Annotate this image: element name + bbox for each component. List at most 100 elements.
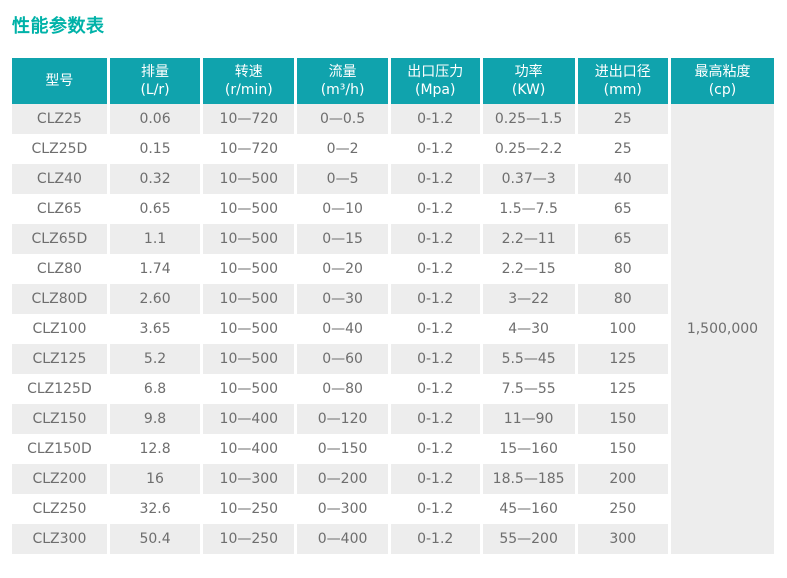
page-title: 性能参数表 — [12, 16, 105, 37]
cell-value: 0-1.2 — [390, 164, 480, 194]
cell-model: CLZ25 — [12, 104, 107, 134]
cell-value: 100 — [577, 314, 668, 344]
table-row-CLZ300: CLZ300 50.4 10—250 0—400 0-1.2 55—200 300 — [12, 524, 774, 554]
cell-value: 0—120 — [297, 404, 388, 434]
cell-value: 0-1.2 — [390, 104, 480, 134]
column-header-1: 型号 — [12, 58, 107, 104]
cell-value: 16 — [109, 464, 201, 494]
table-row-CLZ100: CLZ100 3.65 10—500 0—40 0-1.2 4—30 100 — [12, 314, 774, 344]
cell-value: 0—2 — [297, 134, 388, 164]
cell-value: 0.37—3 — [482, 164, 575, 194]
table-header-row: 型号 排量 (L/r) 转速 (r/min) 流量 (m³/h) 出口压力 (Mpa) 功率 (KW… — [12, 58, 774, 104]
cell-value: 0—80 — [297, 374, 388, 404]
cell-model: CLZ40 — [12, 164, 107, 194]
cell-value: 0—40 — [297, 314, 388, 344]
cell-value: 0-1.2 — [390, 134, 480, 164]
cell-value: 11—90 — [482, 404, 575, 434]
cell-model: CLZ65 — [12, 194, 107, 224]
cell-value: 10—250 — [203, 524, 295, 554]
table-row-CLZ80: CLZ80 1.74 10—500 0—20 0-1.2 2.2—15 80 — [12, 254, 774, 284]
column-header-label: 排量 — [141, 63, 170, 80]
cell-model: CLZ250 — [12, 494, 107, 524]
cell-model: CLZ100 — [12, 314, 107, 344]
cell-value: 0-1.2 — [390, 494, 480, 524]
cell-value: 2.2—11 — [482, 224, 575, 254]
table-row-CLZ40: CLZ40 0.32 10—500 0—5 0-1.2 0.37—3 40 — [12, 164, 774, 194]
cell-value: 80 — [577, 254, 668, 284]
cell-value: 18.5—185 — [482, 464, 575, 494]
cell-value: 10—400 — [203, 434, 295, 464]
cell-value: 0-1.2 — [390, 404, 480, 434]
cell-value: 0-1.2 — [390, 254, 480, 284]
table-row-CLZ65D: CLZ65D 1.1 10—500 0—15 0-1.2 2.2—11 65 — [12, 224, 774, 254]
cell-value: 10—500 — [203, 374, 295, 404]
cell-value: 10—720 — [203, 104, 295, 134]
cell-value: 0-1.2 — [390, 344, 480, 374]
cell-model: CLZ25D — [12, 134, 107, 164]
cell-value: 6.8 — [109, 374, 201, 404]
column-header-label: 功率 — [514, 63, 543, 80]
cell-value: 45—160 — [482, 494, 575, 524]
cell-value: 0.06 — [109, 104, 201, 134]
cell-value: 150 — [577, 434, 668, 464]
cell-model: CLZ65D — [12, 224, 107, 254]
cell-value: 0.32 — [109, 164, 201, 194]
cell-value: 0.25—1.5 — [482, 104, 575, 134]
cell-model: CLZ300 — [12, 524, 107, 554]
cell-value: 10—500 — [203, 254, 295, 284]
cell-value: 150 — [577, 404, 668, 434]
cell-value: 0—150 — [297, 434, 388, 464]
cell-value: 10—500 — [203, 194, 295, 224]
table-header: 型号 排量 (L/r) 转速 (r/min) 流量 (m³/h) 出口压力 (Mpa) 功率 (KW… — [12, 58, 774, 104]
performance-parameter-table: 型号 排量 (L/r) 转速 (r/min) 流量 (m³/h) 出口压力 (Mpa) 功率 (KW… — [9, 58, 777, 554]
cell-value: 125 — [577, 344, 668, 374]
table-row-CLZ125: CLZ125 5.2 10—500 0—60 0-1.2 5.5—45 125 — [12, 344, 774, 374]
cell-value: 4—30 — [482, 314, 575, 344]
table-row-CLZ80D: CLZ80D 2.60 10—500 0—30 0-1.2 3—22 80 — [12, 284, 774, 314]
column-header-label: 进出口径 — [594, 63, 651, 80]
cell-value: 0—200 — [297, 464, 388, 494]
cell-value: 25 — [577, 134, 668, 164]
cell-model: CLZ150D — [12, 434, 107, 464]
cell-value: 10—300 — [203, 464, 295, 494]
column-header-4: 流量 (m³/h) — [297, 58, 388, 104]
cell-value: 0-1.2 — [390, 464, 480, 494]
column-header-unit: (mm) — [603, 82, 642, 98]
column-header-label: 型号 — [45, 72, 74, 89]
cell-value: 0—60 — [297, 344, 388, 374]
table-row-CLZ125D: CLZ125D 6.8 10—500 0—80 0-1.2 7.5—55 125 — [12, 374, 774, 404]
column-header-7: 进出口径 (mm) — [577, 58, 668, 104]
table-row-CLZ150D: CLZ150D 12.8 10—400 0—150 0-1.2 15—160 150 — [12, 434, 774, 464]
column-header-5: 出口压力 (Mpa) — [390, 58, 480, 104]
cell-value: 3.65 — [109, 314, 201, 344]
cell-value: 0—15 — [297, 224, 388, 254]
table-row-CLZ25D: CLZ25D 0.15 10—720 0—2 0-1.2 0.25—2.2 25 — [12, 134, 774, 164]
table-row-CLZ150: CLZ150 9.8 10—400 0—120 0-1.2 11—90 150 — [12, 404, 774, 434]
cell-value: 0-1.2 — [390, 194, 480, 224]
column-header-unit: (L/r) — [140, 82, 170, 98]
cell-value: 0—300 — [297, 494, 388, 524]
cell-value: 0.15 — [109, 134, 201, 164]
cell-value: 7.5—55 — [482, 374, 575, 404]
cell-model: CLZ80 — [12, 254, 107, 284]
cell-value: 10—250 — [203, 494, 295, 524]
column-header-8: 最高粘度 (cp) — [670, 58, 774, 104]
cell-value: 0.25—2.2 — [482, 134, 575, 164]
cell-value: 10—500 — [203, 314, 295, 344]
cell-value: 12.8 — [109, 434, 201, 464]
cell-model: CLZ125 — [12, 344, 107, 374]
cell-value: 25 — [577, 104, 668, 134]
cell-model: CLZ150 — [12, 404, 107, 434]
cell-value: 0—5 — [297, 164, 388, 194]
cell-model: CLZ200 — [12, 464, 107, 494]
cell-value: 1.5—7.5 — [482, 194, 575, 224]
cell-value: 0-1.2 — [390, 434, 480, 464]
cell-value: 5.5—45 — [482, 344, 575, 374]
cell-value: 125 — [577, 374, 668, 404]
cell-value: 0-1.2 — [390, 224, 480, 254]
column-header-unit: (Mpa) — [414, 82, 456, 98]
column-header-2: 排量 (L/r) — [109, 58, 201, 104]
merged-max-viscosity-cell: 1,500,000 — [670, 104, 774, 554]
column-header-label: 转速 — [234, 63, 263, 80]
cell-value: 0.65 — [109, 194, 201, 224]
